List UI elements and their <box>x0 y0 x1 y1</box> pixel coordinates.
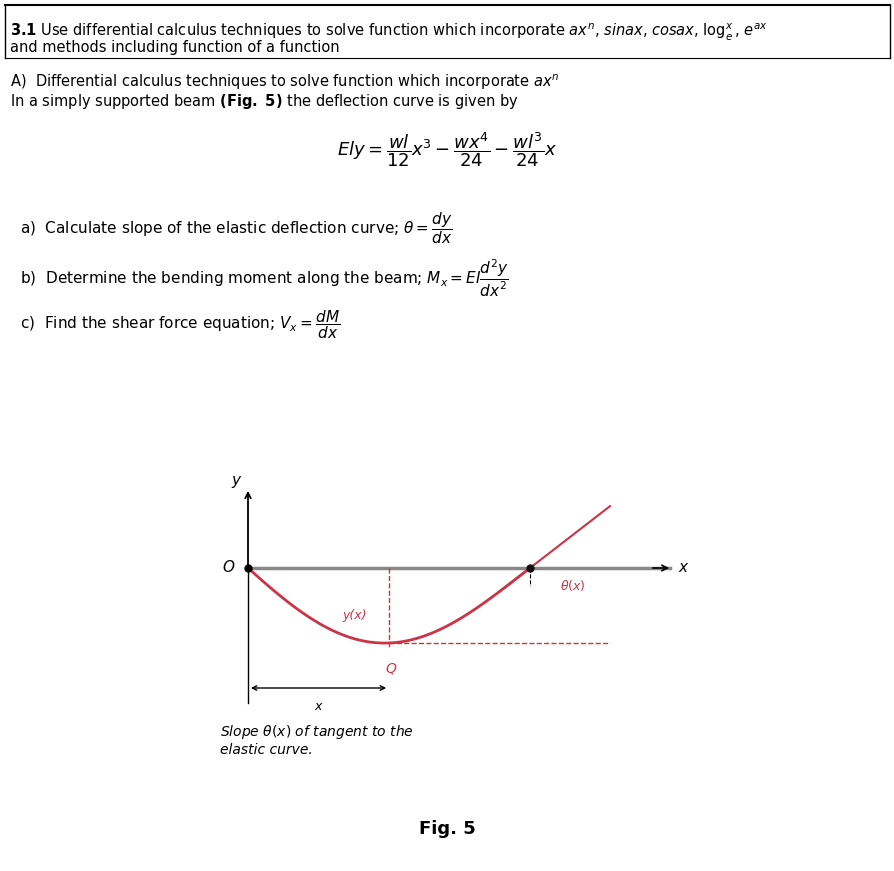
Text: Slope $\theta(x)$ of tangent to the: Slope $\theta(x)$ of tangent to the <box>220 723 413 741</box>
Text: elastic curve.: elastic curve. <box>220 743 312 757</box>
Text: y: y <box>232 473 240 488</box>
Text: x: x <box>315 700 322 713</box>
Text: $Ely = \dfrac{wl}{12}x^3 - \dfrac{wx^4}{24} - \dfrac{wl^3}{24}x$: $Ely = \dfrac{wl}{12}x^3 - \dfrac{wx^4}{… <box>336 130 556 169</box>
Text: b)  Determine the bending moment along the beam; $M_x = EI\dfrac{d^2y}{dx^2}$: b) Determine the bending moment along th… <box>20 258 509 299</box>
Text: a)  Calculate slope of the elastic deflection curve; $\theta = \dfrac{dy}{dx}$: a) Calculate slope of the elastic deflec… <box>20 210 451 246</box>
Text: In a simply supported beam $\mathbf{(Fig.\ 5)}$ the deflection curve is given by: In a simply supported beam $\mathbf{(Fig… <box>10 92 518 111</box>
Text: y(x): y(x) <box>342 609 367 622</box>
Text: $\theta(x)$: $\theta(x)$ <box>560 578 585 593</box>
Text: x: x <box>678 561 687 576</box>
Text: Fig. 5: Fig. 5 <box>418 820 475 838</box>
Text: $\mathbf{3.1}$ Use differential calculus techniques to solve function which inco: $\mathbf{3.1}$ Use differential calculus… <box>10 22 767 43</box>
Text: c)  Find the shear force equation; $V_x = \dfrac{dM}{dx}$: c) Find the shear force equation; $V_x =… <box>20 308 340 341</box>
Text: Q: Q <box>385 661 396 675</box>
Text: O: O <box>222 561 233 576</box>
Text: A)  Differential calculus techniques to solve function which incorporate $ax^n$: A) Differential calculus techniques to s… <box>10 72 559 91</box>
Text: and methods including function of a function: and methods including function of a func… <box>10 40 339 55</box>
